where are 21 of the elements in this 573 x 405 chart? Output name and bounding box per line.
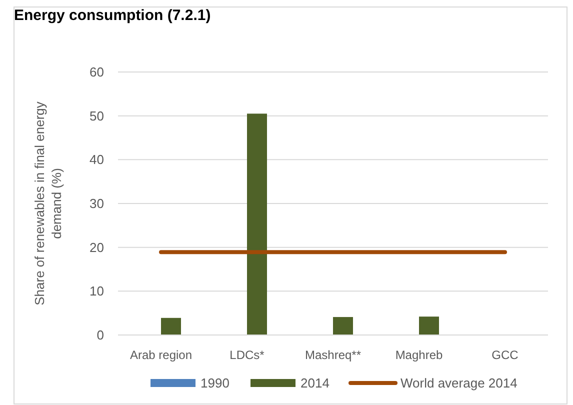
x-tick-label: LDCs* [230,348,265,362]
legend-label: 2014 [300,376,330,391]
bar [419,316,439,335]
x-tick-label: GCC [492,348,519,362]
y-tick-label: 10 [90,284,104,299]
x-tick-label: Arab region [130,348,192,362]
y-axis-title: Share of renewables in final energy demand (%) [32,101,64,306]
x-tick-label: Maghreb [395,348,443,362]
y-tick-label: 50 [90,108,104,124]
y-tick-label: 20 [90,240,104,255]
y-tick-label: 0 [96,328,104,343]
bar [333,317,353,335]
x-tick-label: Mashreq** [304,348,362,362]
legend-label: 1990 [200,376,230,391]
y-tick-label: 40 [90,152,104,168]
y-tick-label: 30 [90,196,104,212]
chart-title: Energy consumption (7.2.1) [14,7,211,24]
bar [247,114,267,335]
bar [161,318,181,335]
y-tick-label: 60 [90,64,104,80]
legend-label: World average 2014 [400,376,518,391]
